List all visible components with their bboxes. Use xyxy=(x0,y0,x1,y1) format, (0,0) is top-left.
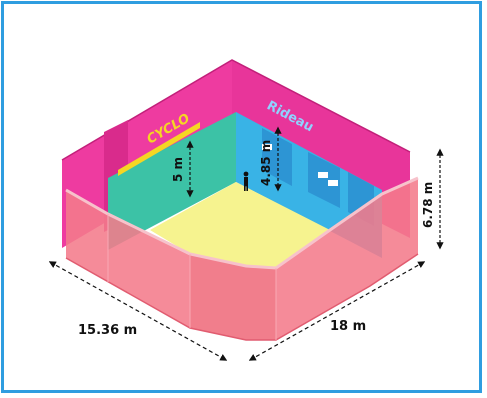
light-fixture-icon xyxy=(262,144,338,186)
dim-width-line xyxy=(248,261,426,361)
person-icon xyxy=(243,171,249,191)
cyclo-bar xyxy=(118,122,200,176)
rideau-window-2 xyxy=(308,152,340,208)
dim-height-outer-label: 6.78 m xyxy=(421,182,435,228)
dim-depth-line xyxy=(48,261,228,361)
studio-floor xyxy=(150,182,330,268)
dim-height-rideau-label: 4.85 m xyxy=(259,140,273,186)
dim-height-cyclo-label: 5 m xyxy=(171,157,185,182)
cyclo-wall xyxy=(108,112,236,250)
dim-depth-label: 15.36 m xyxy=(78,323,137,338)
dim-width-label: 18 m xyxy=(330,319,366,334)
